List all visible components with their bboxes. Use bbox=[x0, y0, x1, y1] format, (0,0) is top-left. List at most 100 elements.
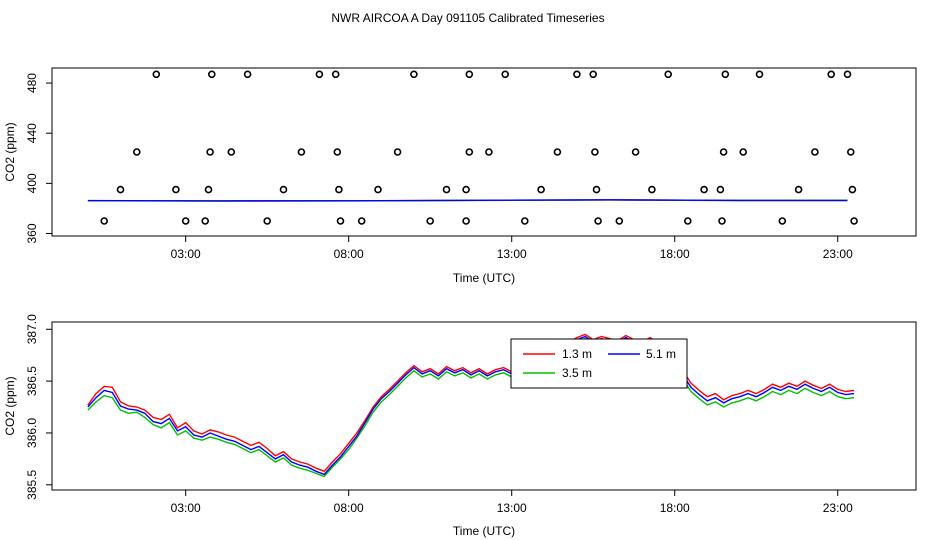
x-tick-label: 13:00 bbox=[497, 501, 527, 515]
data-point bbox=[631, 148, 640, 156]
series-line-2 bbox=[87, 335, 855, 476]
data-point bbox=[206, 148, 214, 156]
data-point bbox=[648, 185, 656, 194]
data-point bbox=[594, 217, 602, 225]
legend-label: 5.1 m bbox=[646, 347, 676, 361]
y-tick-label: 360 bbox=[25, 223, 39, 243]
top-series bbox=[87, 199, 848, 202]
data-point bbox=[357, 217, 366, 225]
data-point bbox=[374, 185, 382, 194]
x-tick-label: 13:00 bbox=[497, 247, 527, 261]
data-point bbox=[331, 70, 340, 79]
data-point bbox=[811, 148, 819, 156]
data-point bbox=[133, 148, 141, 156]
y-tick-label: 386.0 bbox=[25, 418, 39, 448]
data-point bbox=[227, 148, 236, 156]
data-point bbox=[718, 217, 726, 225]
data-point bbox=[279, 185, 288, 194]
data-point bbox=[537, 185, 545, 194]
data-point bbox=[721, 70, 730, 79]
x-tick-label: 08:00 bbox=[334, 247, 364, 261]
figure-title: NWR AIRCOA A Day 091105 Calibrated Times… bbox=[331, 11, 604, 25]
x-tick-label: 18:00 bbox=[660, 501, 690, 515]
data-point bbox=[846, 148, 855, 156]
data-point bbox=[410, 70, 418, 79]
legend-label: 3.5 m bbox=[562, 366, 592, 380]
data-point bbox=[462, 185, 470, 194]
data-point bbox=[794, 185, 803, 194]
data-point bbox=[501, 70, 510, 79]
series-line-1 bbox=[87, 337, 855, 478]
data-point bbox=[333, 148, 342, 156]
data-point bbox=[848, 185, 857, 194]
y-tick-label: 400 bbox=[25, 173, 39, 193]
bottom-panel: Time (UTC) CO2 (ppm) 03:00 08:00 13:00 18:0… bbox=[3, 314, 917, 538]
top-plot-frame bbox=[51, 67, 917, 237]
data-point bbox=[426, 217, 435, 225]
data-point bbox=[520, 217, 529, 225]
x-tick-label: 23:00 bbox=[823, 247, 853, 261]
data-point bbox=[172, 185, 180, 194]
data-point bbox=[393, 148, 402, 156]
legend-box bbox=[510, 338, 688, 389]
top-panel: Time (UTC) CO2 (ppm) 03:00 08:00 13:00 18:0… bbox=[3, 67, 917, 285]
x-tick-label: 08:00 bbox=[334, 501, 364, 515]
top-y-axis-label: CO2 (ppm) bbox=[3, 122, 17, 181]
series-line-0 bbox=[87, 333, 855, 473]
data-point bbox=[739, 148, 748, 156]
data-point bbox=[553, 148, 562, 156]
data-point bbox=[208, 70, 216, 79]
data-point bbox=[315, 70, 324, 79]
data-point bbox=[335, 185, 343, 194]
data-point bbox=[442, 185, 451, 194]
bottom-x-axis-label: Time (UTC) bbox=[453, 524, 515, 538]
bottom-y-axis-label: CO2 (ppm) bbox=[3, 376, 17, 435]
data-point bbox=[336, 217, 345, 225]
y-tick-label: 480 bbox=[25, 73, 39, 93]
data-point bbox=[719, 148, 728, 156]
data-point bbox=[827, 70, 836, 79]
data-point bbox=[615, 217, 624, 225]
data-point bbox=[116, 185, 125, 194]
legend: 1.3 m 3.5 m 5.1 m bbox=[510, 338, 688, 389]
x-tick-label: 03:00 bbox=[171, 247, 201, 261]
data-point bbox=[201, 217, 209, 225]
data-point bbox=[592, 185, 601, 194]
data-point bbox=[700, 185, 708, 194]
data-point bbox=[664, 70, 673, 79]
data-point bbox=[850, 217, 858, 225]
x-tick-label: 23:00 bbox=[823, 501, 853, 515]
data-point bbox=[204, 185, 213, 194]
data-point bbox=[683, 217, 692, 225]
bottom-series bbox=[87, 333, 855, 478]
legend-label: 1.3 m bbox=[562, 347, 592, 361]
data-point bbox=[591, 148, 599, 156]
data-point bbox=[181, 217, 190, 225]
top-x-ticks: 03:00 08:00 13:00 18:00 23:00 bbox=[171, 236, 853, 261]
data-point bbox=[843, 70, 852, 79]
data-point bbox=[263, 217, 272, 225]
y-tick-label: 440 bbox=[25, 123, 39, 143]
data-point bbox=[778, 217, 787, 225]
data-point bbox=[243, 70, 252, 79]
x-tick-label: 03:00 bbox=[171, 501, 201, 515]
top-markers bbox=[100, 70, 858, 225]
top-y-ticks: 360 400 440 480 bbox=[25, 73, 52, 244]
data-point bbox=[755, 70, 764, 79]
data-point bbox=[573, 70, 581, 79]
data-point bbox=[465, 70, 474, 79]
x-tick-label: 18:00 bbox=[660, 247, 690, 261]
data-point bbox=[297, 148, 306, 156]
data-point bbox=[100, 217, 108, 225]
bottom-x-ticks: 03:00 08:00 13:00 18:00 23:00 bbox=[171, 490, 853, 515]
y-tick-label: 385.5 bbox=[25, 469, 39, 499]
y-tick-label: 386.5 bbox=[25, 366, 39, 396]
bottom-plot-frame bbox=[51, 321, 917, 491]
bottom-y-ticks: 385.5 386.0 386.5 387.0 bbox=[25, 314, 52, 500]
top-x-axis-label: Time (UTC) bbox=[453, 271, 515, 285]
data-point bbox=[462, 217, 470, 225]
data-point bbox=[589, 70, 598, 79]
series-line-2 bbox=[87, 199, 848, 202]
data-point bbox=[152, 70, 161, 79]
